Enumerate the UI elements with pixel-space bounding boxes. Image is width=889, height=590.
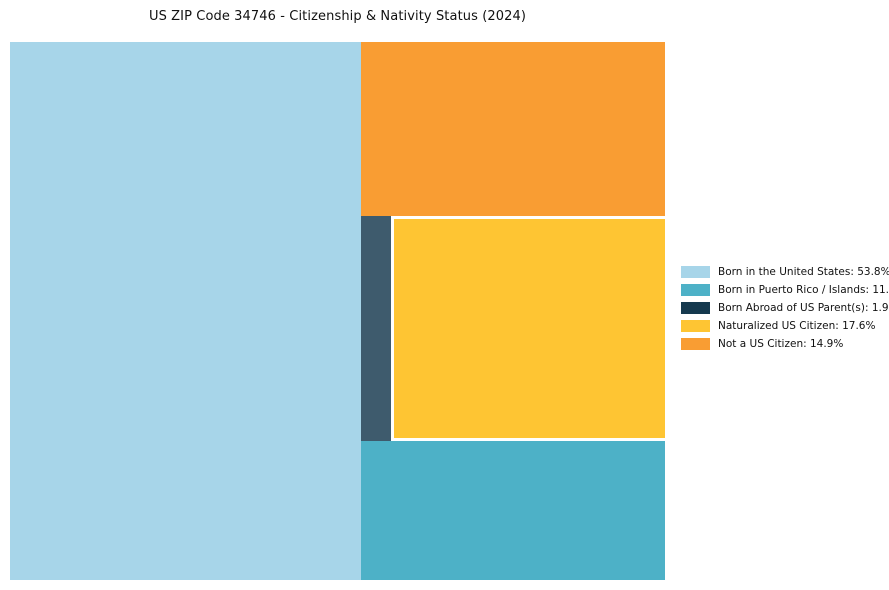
treemap-tile-not-a-us-citizen[interactable]	[361, 42, 665, 216]
treemap-tile-naturalized-us-citizen[interactable]	[394, 219, 665, 439]
legend-item-born-abroad-of-us-parent-s: Born Abroad of US Parent(s): 1.9%	[681, 302, 889, 314]
legend-swatch	[681, 302, 710, 314]
legend-swatch	[681, 320, 710, 332]
legend-swatch	[681, 284, 710, 296]
treemap-tile-born-abroad-of-us-parent-s[interactable]	[361, 215, 391, 442]
legend-swatch	[681, 338, 710, 350]
legend-label: Not a US Citizen: 14.9%	[718, 338, 844, 350]
legend-item-born-in-puerto-rico-islands: Born in Puerto Rico / Islands: 11.9%	[681, 284, 889, 296]
treemap-tile-born-in-puerto-rico-islands[interactable]	[361, 441, 665, 580]
legend-item-born-in-the-united-states: Born in the United States: 53.8%	[681, 266, 889, 278]
legend-label: Naturalized US Citizen: 17.6%	[718, 320, 876, 332]
legend-swatch	[681, 266, 710, 278]
legend-label: Born in the United States: 53.8%	[718, 266, 889, 278]
legend-item-not-a-us-citizen: Not a US Citizen: 14.9%	[681, 338, 889, 350]
legend-label: Born Abroad of US Parent(s): 1.9%	[718, 302, 889, 314]
legend-item-naturalized-us-citizen: Naturalized US Citizen: 17.6%	[681, 320, 889, 332]
treemap	[10, 42, 665, 580]
chart-title: US ZIP Code 34746 - Citizenship & Nativi…	[148, 9, 527, 24]
treemap-tile-born-in-the-united-states[interactable]	[10, 42, 361, 580]
legend: Born in the United States: 53.8% Born in …	[681, 266, 889, 350]
legend-label: Born in Puerto Rico / Islands: 11.9%	[718, 284, 889, 296]
